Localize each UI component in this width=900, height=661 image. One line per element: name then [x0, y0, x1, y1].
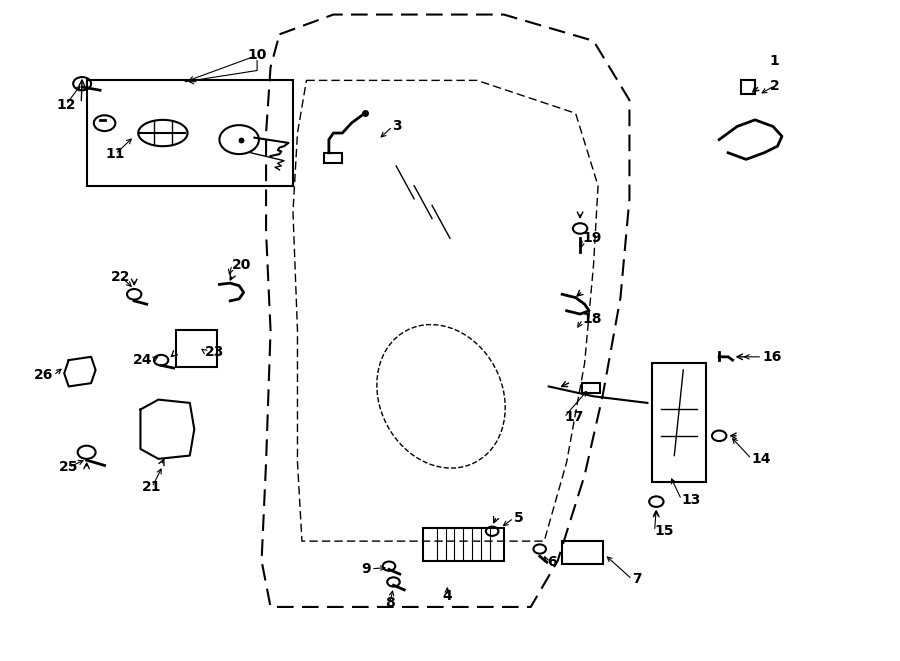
Text: 18: 18: [583, 312, 602, 327]
Text: 6: 6: [547, 555, 556, 569]
Text: 14: 14: [752, 452, 771, 466]
Text: 25: 25: [58, 461, 78, 475]
Text: 23: 23: [205, 344, 224, 358]
Text: 9: 9: [362, 562, 371, 576]
Text: 26: 26: [34, 368, 53, 382]
Bar: [324, 153, 342, 163]
Text: 16: 16: [762, 350, 781, 364]
Text: 17: 17: [564, 410, 583, 424]
Bar: [423, 528, 504, 561]
Bar: [741, 81, 755, 94]
Text: 8: 8: [385, 596, 395, 610]
Bar: [176, 330, 217, 367]
Text: 11: 11: [105, 147, 125, 161]
Bar: [652, 364, 706, 482]
Text: 5: 5: [514, 511, 524, 525]
Text: 4: 4: [443, 589, 452, 603]
Text: 21: 21: [142, 480, 162, 494]
Text: 15: 15: [654, 524, 674, 538]
Text: 20: 20: [232, 258, 251, 272]
Text: 12: 12: [56, 98, 76, 112]
Text: 2: 2: [770, 79, 779, 93]
Text: 7: 7: [632, 572, 642, 586]
Text: 24: 24: [132, 353, 152, 367]
Text: 19: 19: [583, 231, 602, 245]
Bar: [562, 541, 602, 564]
Text: 1: 1: [770, 54, 779, 67]
Bar: [582, 383, 599, 393]
Text: 13: 13: [681, 492, 701, 507]
Text: 10: 10: [248, 48, 266, 62]
Bar: [86, 81, 293, 186]
Text: 22: 22: [111, 270, 130, 284]
Text: 3: 3: [392, 120, 402, 134]
